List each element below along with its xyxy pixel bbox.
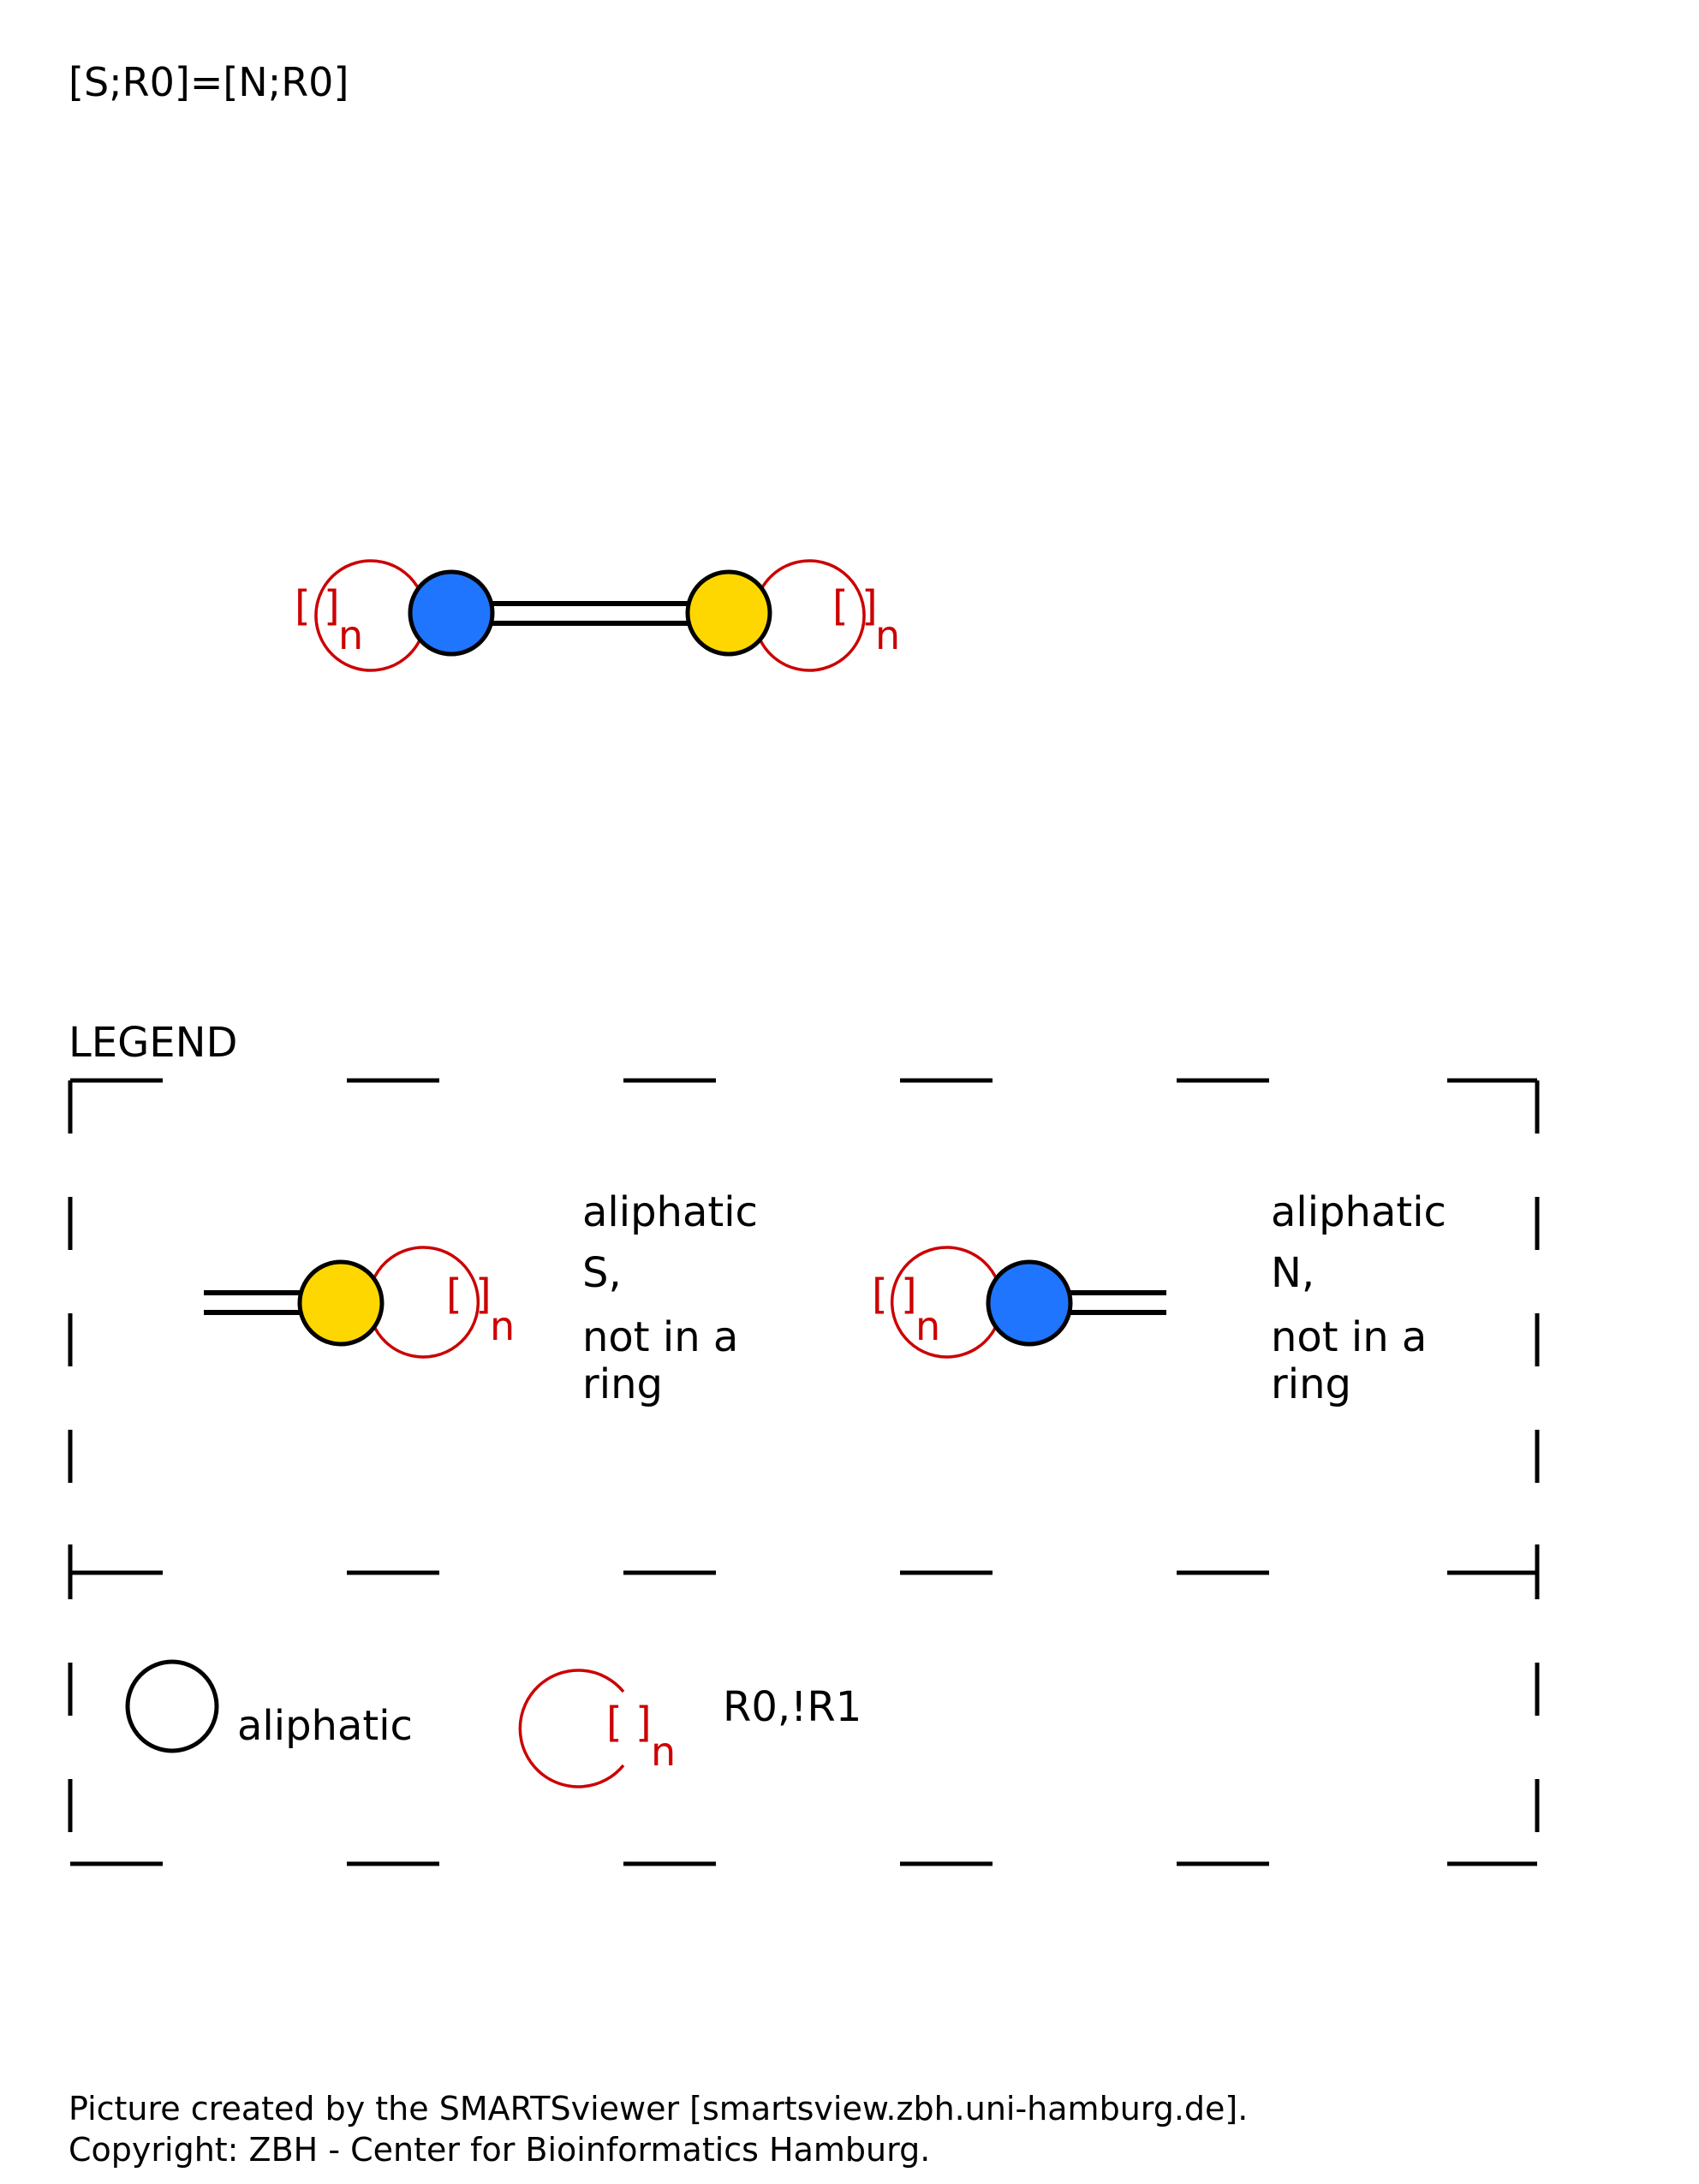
- ring-bracket: [ ]: [832, 582, 878, 630]
- legend-text-line: not in a: [1271, 1313, 1427, 1361]
- footer-line: Picture created by the SMARTSviewer [sma…: [69, 2090, 1248, 2127]
- ring-arc-icon: [314, 559, 421, 672]
- aliphatic-circle-icon: [125, 1659, 219, 1753]
- sulfur-atom: [297, 1259, 385, 1347]
- ring-sub: n: [490, 1303, 515, 1349]
- smarts-title: [S;R0]=[N;R0]: [69, 59, 349, 105]
- legend-key-label: R0,!R1: [723, 1683, 861, 1731]
- ring-annotation-n: [ ] n: [295, 559, 421, 672]
- ring-bracket: [ ]: [872, 1271, 917, 1318]
- legend-key-aliphatic: aliphatic: [125, 1659, 413, 1753]
- legend-text-line: ring: [582, 1360, 663, 1408]
- molecule: [ ] n [ ] n: [295, 559, 900, 672]
- ring-arc-icon: [371, 1246, 480, 1359]
- legend-entry-sulfur: [ ] n aliphatic S, not in a ring: [204, 1188, 758, 1408]
- ring-sub: n: [875, 612, 900, 658]
- ring-arc-icon: [759, 559, 866, 672]
- legend-key-label: aliphatic: [237, 1702, 413, 1750]
- ring-arc-icon: [518, 1669, 625, 1788]
- ring-sub: n: [915, 1303, 940, 1349]
- legend-title: LEGEND: [69, 1019, 237, 1067]
- legend-frame: [68, 1078, 1540, 1866]
- legend-text-line: aliphatic: [582, 1188, 758, 1236]
- legend-key-ring: [ ] n R0,!R1: [518, 1669, 861, 1788]
- double-bond: [451, 601, 729, 626]
- sulfur-atom: [685, 569, 772, 657]
- nitrogen-atom: [408, 569, 495, 657]
- footer-line: Copyright: ZBH - Center for Bioinformati…: [69, 2131, 930, 2169]
- ring-sub: n: [338, 612, 363, 658]
- legend-text-line: S,: [582, 1249, 622, 1297]
- legend-entry-nitrogen: [ ] n aliphatic N, not in a ring: [872, 1188, 1446, 1408]
- ring-annotation-s: [ ] n: [759, 559, 900, 672]
- ring-sub: n: [651, 1729, 676, 1775]
- legend-text-line: not in a: [582, 1313, 738, 1361]
- ring-bracket: [ ]: [446, 1271, 492, 1318]
- legend-text-line: aliphatic: [1271, 1188, 1446, 1236]
- ring-bracket: [ ]: [606, 1699, 652, 1747]
- legend-text-line: ring: [1271, 1360, 1351, 1408]
- ring-arc-icon: [891, 1246, 999, 1359]
- ring-bracket: [ ]: [295, 582, 340, 630]
- nitrogen-atom: [986, 1259, 1073, 1347]
- legend-text-line: N,: [1271, 1249, 1314, 1297]
